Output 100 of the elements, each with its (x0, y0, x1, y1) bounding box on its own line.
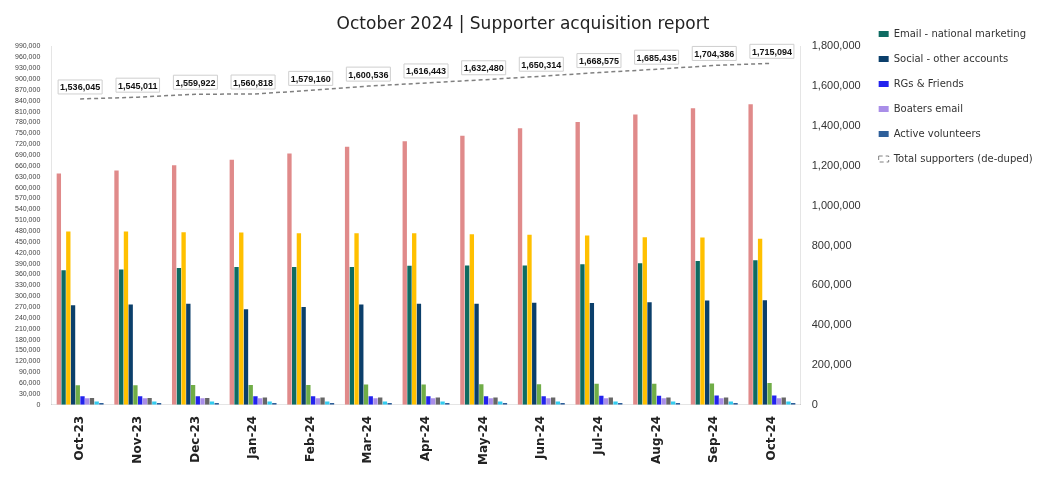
y2-tick-label: 200,000 (811, 358, 852, 371)
bar (599, 395, 604, 405)
bar (753, 260, 758, 405)
data-label: 1,616,443 (405, 66, 447, 77)
bar (575, 122, 580, 405)
legend-label: RGs & Friends (893, 77, 964, 89)
bar (354, 233, 359, 405)
bar (243, 309, 249, 405)
y2-tick-label: 1,600,000 (811, 79, 861, 92)
data-label: 1,668,575 (578, 56, 619, 67)
bar (320, 397, 325, 405)
bar (181, 232, 186, 405)
bar (133, 385, 138, 405)
bar (80, 396, 85, 405)
data-label: 1,715,094 (751, 46, 792, 57)
bar (349, 266, 354, 405)
bar (421, 384, 426, 405)
bar (695, 261, 700, 405)
bar (292, 266, 297, 405)
bar (416, 303, 422, 405)
bar (647, 302, 652, 405)
bar (532, 302, 537, 405)
bar (666, 397, 671, 405)
bar (61, 270, 66, 405)
x-tick-label: Apr-24 (418, 415, 433, 462)
y2-tick-label: 1,400,000 (811, 119, 861, 132)
bar (287, 153, 292, 405)
bar (301, 307, 306, 405)
y2-tick-label: 600,000 (811, 278, 852, 291)
bar (253, 396, 258, 405)
bar (633, 114, 638, 405)
data-label: 1,579,160 (290, 73, 331, 84)
bar (186, 303, 191, 405)
bar (412, 233, 417, 405)
bar (469, 234, 475, 405)
bar (147, 397, 152, 405)
bar (762, 300, 767, 405)
bar (176, 267, 182, 405)
data-label: 1,650,314 (521, 59, 562, 70)
bar (474, 303, 479, 405)
bar (642, 237, 647, 405)
data-label: 1,704,386 (694, 48, 735, 59)
bar (70, 305, 76, 405)
bar (119, 269, 124, 405)
bar (123, 231, 129, 405)
x-tick-label: Nov-23 (129, 415, 144, 464)
legend-label: Boaters email (893, 102, 963, 114)
x-tick-label: May-24 (475, 415, 490, 465)
x-tick-label: Dec-23 (187, 415, 202, 463)
bar (426, 396, 431, 405)
bar (637, 263, 643, 405)
bar (594, 383, 599, 405)
legend-label: Social - other accounts (893, 52, 1009, 64)
legend-label: Active volunteers (893, 127, 981, 139)
y2-tick-label: 400,000 (811, 318, 852, 331)
bar (709, 383, 715, 405)
bar (373, 398, 378, 405)
bar (464, 265, 470, 405)
bar (359, 304, 364, 405)
bar (589, 303, 595, 405)
y2-tick-label: 0 (811, 397, 818, 410)
bar (56, 173, 62, 405)
bar (704, 300, 710, 405)
y2-tick-label: 1,200,000 (811, 158, 861, 171)
x-tick-label: Aug-24 (648, 415, 663, 464)
bar (200, 398, 205, 405)
bar (690, 108, 696, 405)
bar (460, 135, 465, 405)
bar (344, 146, 350, 405)
bar (234, 266, 239, 405)
data-label: 1,559,922 (175, 77, 216, 88)
data-label: 1,560,818 (233, 77, 274, 88)
x-tick-label: Jul-24 (591, 415, 606, 456)
bar (114, 170, 119, 405)
legend-label: Email - national marketing (893, 27, 1027, 39)
bar (714, 395, 719, 405)
bar (517, 128, 523, 405)
x-tick-label: Jan-24 (245, 415, 260, 460)
bar (239, 232, 244, 405)
chart-title: October 2024 | Supporter acquisition report (336, 12, 710, 33)
bar (296, 233, 302, 405)
bar (493, 397, 498, 405)
data-label: 1,632,480 (463, 63, 504, 74)
x-tick-label: Feb-24 (302, 415, 317, 462)
x-tick-label: Oct-24 (764, 415, 779, 461)
bar (522, 265, 527, 405)
bar (171, 165, 177, 405)
bar (584, 235, 590, 405)
y2-tick-label: 1,000,000 (811, 198, 861, 211)
data-label: 1,545,011 (118, 80, 158, 91)
legend-label: Total supporters (de-duped) (892, 152, 1033, 164)
x-tick-label: Mar-24 (360, 415, 375, 464)
bar (229, 159, 234, 405)
bar (66, 231, 71, 405)
bar (700, 237, 705, 405)
bar (402, 141, 407, 405)
bar (757, 238, 763, 405)
bar (527, 234, 532, 405)
bar (407, 265, 412, 405)
x-tick-label: Sep-24 (706, 415, 721, 463)
